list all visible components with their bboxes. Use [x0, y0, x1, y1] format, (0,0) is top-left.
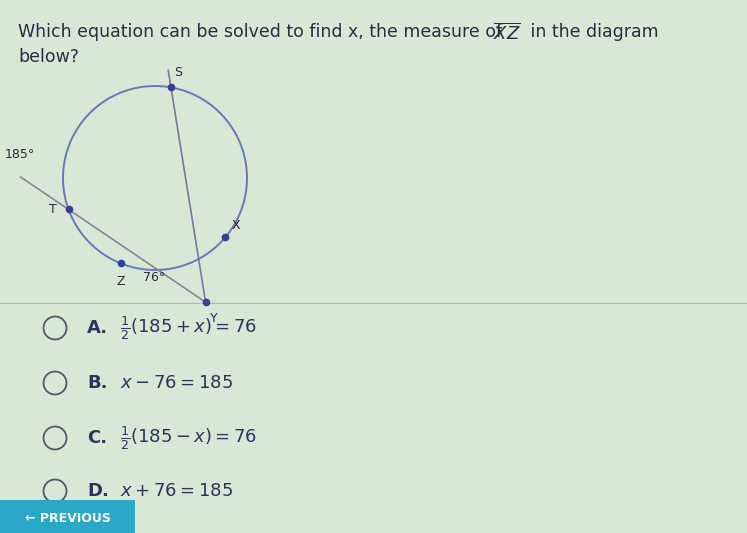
Text: 76°: 76°	[143, 271, 165, 284]
Text: $\frac{1}{2}(185 - x) = 76$: $\frac{1}{2}(185 - x) = 76$	[120, 424, 257, 452]
Text: X: X	[232, 219, 240, 232]
Text: in the diagram: in the diagram	[525, 23, 659, 41]
Text: 185°: 185°	[4, 149, 35, 161]
Text: A.: A.	[87, 319, 108, 337]
Text: below?: below?	[18, 48, 79, 66]
Text: $\overline{XZ}$: $\overline{XZ}$	[493, 23, 521, 44]
Text: S: S	[174, 67, 182, 79]
Text: $x - 76 = 185$: $x - 76 = 185$	[120, 374, 233, 392]
Text: T: T	[49, 203, 57, 216]
Text: D.: D.	[87, 482, 109, 500]
Text: Y: Y	[210, 312, 217, 325]
Text: $\frac{1}{2}(185 + x) = 76$: $\frac{1}{2}(185 + x) = 76$	[120, 314, 257, 342]
Text: ← PREVIOUS: ← PREVIOUS	[25, 513, 111, 526]
Text: Which equation can be solved to find x, the measure of: Which equation can be solved to find x, …	[18, 23, 508, 41]
Text: C.: C.	[87, 429, 107, 447]
FancyBboxPatch shape	[0, 500, 135, 533]
Text: B.: B.	[87, 374, 108, 392]
Text: $x + 76 = 185$: $x + 76 = 185$	[120, 482, 233, 500]
Text: Z: Z	[117, 276, 125, 288]
